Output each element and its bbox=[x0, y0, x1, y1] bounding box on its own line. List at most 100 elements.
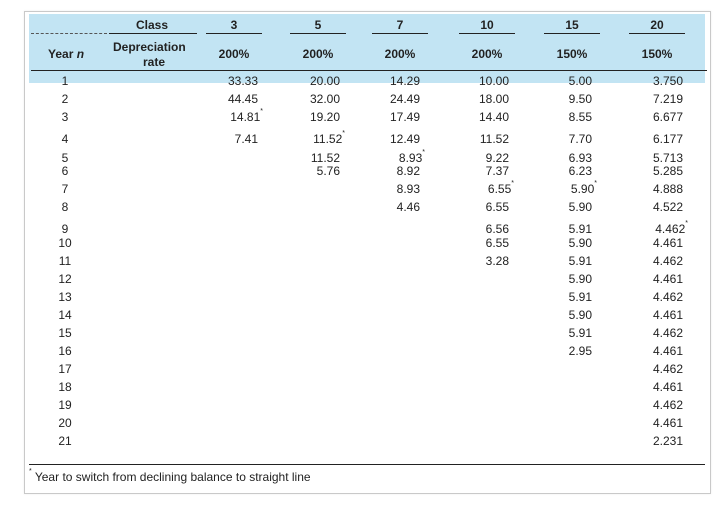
year-cell: 20 bbox=[58, 416, 72, 430]
value-cell-class-10: 6.56 bbox=[486, 222, 509, 236]
value-text: 6.177 bbox=[652, 132, 683, 146]
value-text: 17.49 bbox=[389, 110, 420, 124]
class-header-7: 7 bbox=[396, 18, 404, 32]
value-cell-class-20: 5.713 bbox=[653, 151, 683, 165]
value-text: 4.462 bbox=[652, 362, 683, 376]
table-header-band bbox=[29, 14, 705, 83]
value-cell-class-7: 4.46 bbox=[397, 200, 420, 214]
year-column-header: Year n bbox=[48, 47, 84, 61]
value-cell-class-15: 5.90 bbox=[569, 200, 592, 214]
rate-header-class-3: 200% bbox=[218, 47, 250, 61]
class-header-3: 3 bbox=[230, 18, 238, 32]
class-header-label: Class bbox=[136, 18, 169, 32]
value-cell-class-20: 2.231 bbox=[653, 434, 683, 448]
year-cell: 6 bbox=[61, 164, 69, 178]
year-cell: 1 bbox=[61, 74, 69, 88]
value-text: 19.20 bbox=[309, 110, 340, 124]
value-text: 11.52 bbox=[313, 132, 343, 146]
year-cell: 9 bbox=[61, 222, 69, 236]
value-cell-class-10: 18.00 bbox=[479, 92, 509, 106]
value-cell-class-20: 4.462 bbox=[653, 362, 683, 376]
value-cell-class-10: 9.22 bbox=[486, 151, 509, 165]
class-header-underline bbox=[290, 33, 346, 34]
value-cell-class-15: 5.90 bbox=[569, 272, 592, 286]
value-cell-class-15: 5.91 bbox=[569, 290, 592, 304]
year-cell: 18 bbox=[58, 380, 72, 394]
value-text: 10.00 bbox=[478, 74, 509, 88]
value-text: 7.70 bbox=[568, 132, 592, 146]
value-text: 24.49 bbox=[389, 92, 420, 106]
switch-year-marker: * bbox=[342, 130, 345, 137]
value-text: 8.93 bbox=[398, 151, 423, 165]
year-cell: 10 bbox=[58, 236, 72, 250]
year-cell: 4 bbox=[61, 132, 69, 146]
value-text: 14.81 bbox=[230, 110, 261, 124]
switch-year-marker: * bbox=[685, 220, 688, 227]
value-cell-class-20: 3.750 bbox=[653, 74, 683, 88]
value-cell-class-20: 6.177 bbox=[653, 132, 683, 146]
value-cell-class-15: 5.90 bbox=[569, 308, 592, 322]
value-text: 5.90 bbox=[570, 182, 595, 196]
value-cell-class-10: 6.55* bbox=[488, 180, 514, 196]
year-cell: 12 bbox=[58, 272, 72, 286]
value-cell-class-15: 5.90* bbox=[570, 180, 597, 196]
depreciation-rate-label-line1: Depreciation bbox=[113, 40, 186, 54]
class-header-underline bbox=[372, 33, 428, 34]
value-cell-class-5: 19.20 bbox=[310, 110, 340, 124]
value-cell-class-10: 11.52 bbox=[480, 132, 509, 146]
switch-year-marker: * bbox=[511, 180, 514, 187]
value-text: 5.90 bbox=[568, 272, 592, 286]
value-cell-class-7: 17.49 bbox=[390, 110, 420, 124]
year-variable: n bbox=[76, 47, 85, 61]
value-text: 5.76 bbox=[316, 164, 340, 178]
value-cell-class-15: 6.23 bbox=[569, 164, 592, 178]
value-cell-class-20: 5.285 bbox=[653, 164, 683, 178]
value-text: 7.41 bbox=[234, 132, 258, 146]
year-cell: 13 bbox=[58, 290, 72, 304]
value-text: 4.522 bbox=[652, 200, 683, 214]
value-cell-class-20: 4.461 bbox=[653, 272, 683, 286]
value-text: 3.28 bbox=[485, 254, 509, 268]
value-text: 4.462 bbox=[652, 290, 683, 304]
value-cell-class-15: 5.91 bbox=[569, 326, 592, 340]
value-cell-class-3: 7.41 bbox=[235, 132, 258, 146]
value-cell-class-20: 4.461 bbox=[653, 236, 683, 250]
footnote: * Year to switch from declining balance … bbox=[29, 468, 311, 484]
value-cell-class-5: 20.00 bbox=[310, 74, 340, 88]
value-cell-class-15: 5.90 bbox=[569, 236, 592, 250]
value-text: 4.462 bbox=[652, 326, 683, 340]
value-cell-class-20: 4.522 bbox=[653, 200, 683, 214]
footnote-text: Year to switch from declining balance to… bbox=[34, 470, 311, 484]
rate-header-class-5: 200% bbox=[302, 47, 334, 61]
value-cell-class-5: 11.52 bbox=[311, 151, 340, 165]
table-frame bbox=[24, 11, 711, 494]
value-cell-class-10: 10.00 bbox=[479, 74, 509, 88]
depreciation-rate-label-line2: rate bbox=[143, 55, 166, 69]
value-cell-class-20: 4.462 bbox=[653, 290, 683, 304]
value-cell-class-15: 5.91 bbox=[569, 254, 592, 268]
value-cell-class-20: 4.888 bbox=[653, 182, 683, 196]
switch-year-marker: * bbox=[260, 108, 263, 115]
class-header-20: 20 bbox=[650, 18, 664, 32]
value-cell-class-10: 6.55 bbox=[486, 200, 509, 214]
year-cell: 5 bbox=[61, 151, 69, 165]
value-cell-class-20: 4.461 bbox=[653, 416, 683, 430]
value-cell-class-10: 7.37 bbox=[486, 164, 509, 178]
value-text: 8.55 bbox=[568, 110, 592, 124]
value-text: 14.40 bbox=[478, 110, 509, 124]
value-text: 2.95 bbox=[568, 344, 592, 358]
value-text: 20.00 bbox=[309, 74, 340, 88]
value-cell-class-5: 11.52* bbox=[313, 130, 345, 146]
year-label: Year bbox=[48, 47, 74, 61]
switch-year-marker: * bbox=[422, 149, 425, 156]
year-cell: 11 bbox=[58, 254, 72, 268]
value-cell-class-20: 4.461 bbox=[653, 308, 683, 322]
year-cell: 15 bbox=[58, 326, 72, 340]
value-text: 9.22 bbox=[485, 151, 509, 165]
value-text: 4.461 bbox=[652, 272, 683, 286]
value-text: 14.29 bbox=[389, 74, 420, 88]
value-text: 5.90 bbox=[568, 200, 592, 214]
header-dashed-rule-year bbox=[31, 33, 107, 34]
value-text: 4.461 bbox=[652, 344, 683, 358]
value-cell-class-7: 24.49 bbox=[390, 92, 420, 106]
